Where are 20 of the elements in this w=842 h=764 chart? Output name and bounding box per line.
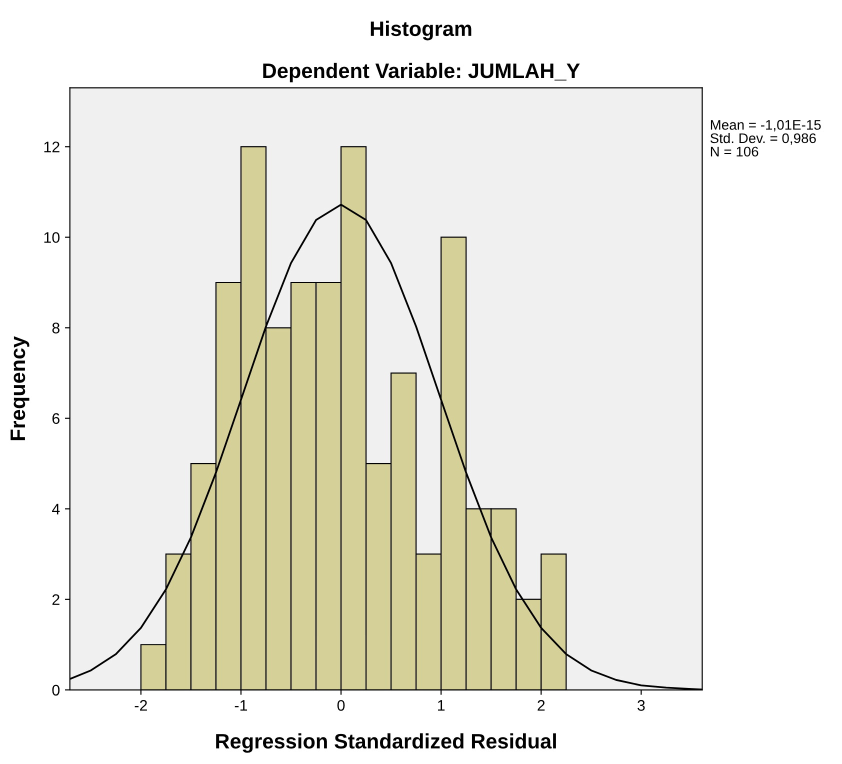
y-tick-label: 6 <box>52 413 60 424</box>
y-tick-label: 2 <box>52 594 60 605</box>
x-tick-label: 0 <box>337 700 345 711</box>
x-tick-label: 3 <box>638 700 645 711</box>
y-tick-label: 0 <box>52 684 60 696</box>
chart-title: Histogram <box>370 20 472 40</box>
x-axis-title: Regression Standardized Residual <box>216 733 556 753</box>
x-tick-label: 2 <box>538 700 545 711</box>
text: Std. Dev. = 0,986 <box>710 132 816 145</box>
text: Mean = -1,01E-15 <box>710 120 821 132</box>
chart-subtitle: Dependent Variable: JUMLAH_Y <box>263 62 580 82</box>
text: N = 106 <box>710 146 758 157</box>
x-tick-label: 1 <box>438 700 445 711</box>
x-tick-label: -2 <box>134 700 147 711</box>
y-tick-label: 8 <box>52 322 60 334</box>
x-tick-label: -1 <box>234 700 248 711</box>
y-tick-label: 4 <box>52 504 60 514</box>
y-tick-label: 10 <box>44 232 60 243</box>
y-tick-label: 12 <box>44 142 60 152</box>
y-axis-title: Frequency <box>10 336 30 440</box>
